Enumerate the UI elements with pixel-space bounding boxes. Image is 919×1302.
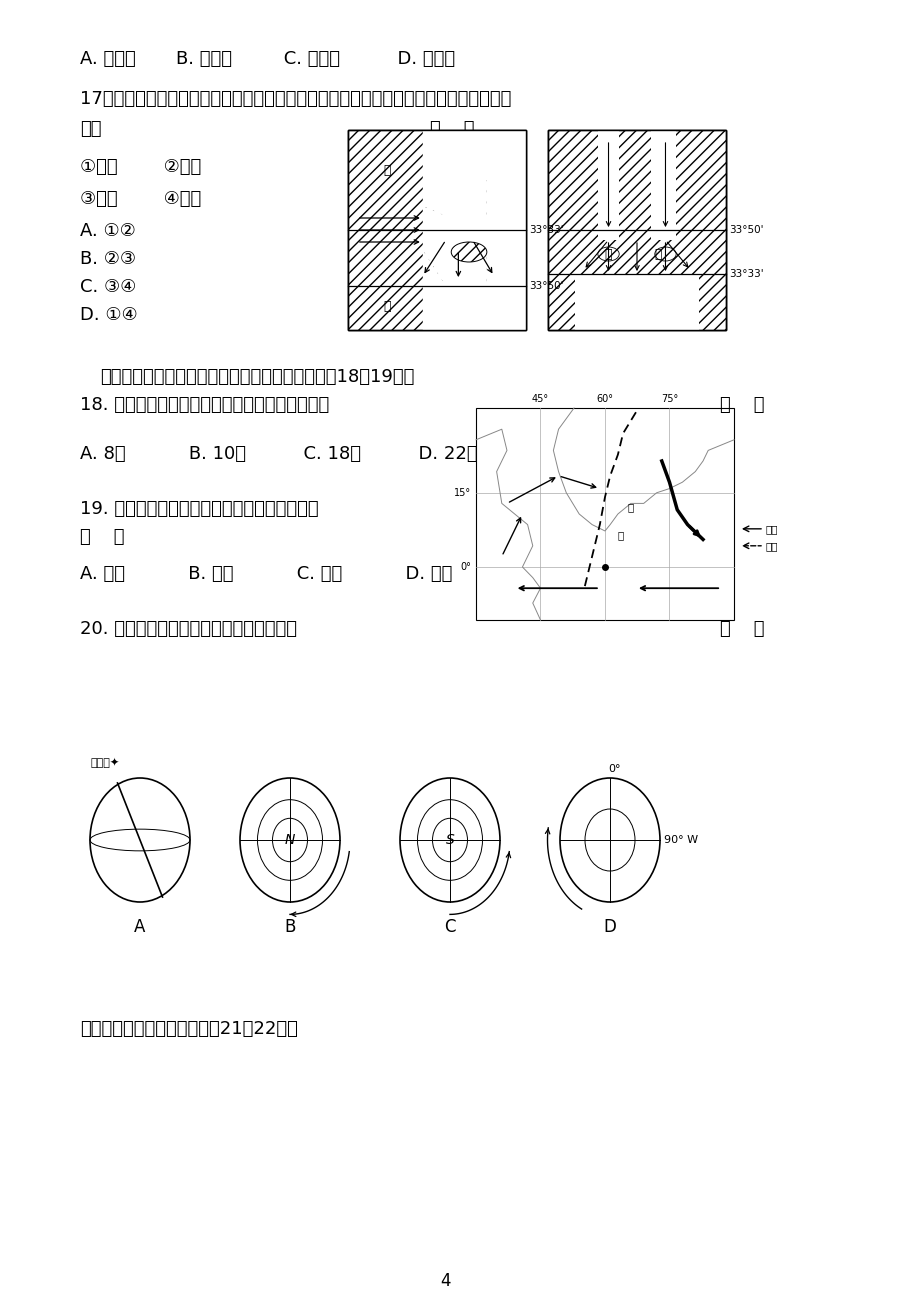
Text: 45°: 45° <box>531 395 549 404</box>
Ellipse shape <box>597 247 618 260</box>
Text: A: A <box>134 918 145 936</box>
Ellipse shape <box>654 247 675 260</box>
Bar <box>347 130 526 329</box>
Ellipse shape <box>560 779 659 902</box>
Text: 丙: 丙 <box>604 247 612 260</box>
Text: 33°50': 33°50' <box>728 225 763 234</box>
Text: 岸是: 岸是 <box>80 120 101 138</box>
Text: 17、右图分别是两条大河河口图，图中小岛因泥沙堆积而不断扩展，最终将与河流相连的: 17、右图分别是两条大河河口图，图中小岛因泥沙堆积而不断扩展，最终将与河流相连的 <box>80 90 511 108</box>
Polygon shape <box>347 130 526 329</box>
Text: 60°: 60° <box>596 395 613 404</box>
Ellipse shape <box>400 779 499 902</box>
Polygon shape <box>423 130 526 216</box>
Text: 暖流: 暖流 <box>766 523 777 534</box>
Text: B. ②③: B. ②③ <box>80 250 136 268</box>
Bar <box>347 130 526 329</box>
Text: 33°33': 33°33' <box>728 270 763 279</box>
Text: 虚: 虚 <box>627 503 633 513</box>
Text: A. 岩浆岩       B. 沉积岩         C. 变质岩          D. 花岗岩: A. 岩浆岩 B. 沉积岩 C. 变质岩 D. 花岗岩 <box>80 49 455 68</box>
Text: （    ）: （ ） <box>80 529 124 546</box>
Text: 90° W: 90° W <box>664 835 698 845</box>
Ellipse shape <box>450 242 486 262</box>
Polygon shape <box>597 130 618 240</box>
Text: （    ）: （ ） <box>720 620 764 638</box>
Text: 北极星✦: 北极星✦ <box>90 758 119 768</box>
Polygon shape <box>423 130 526 329</box>
Text: 乙: 乙 <box>383 164 391 177</box>
Polygon shape <box>548 130 725 329</box>
Polygon shape <box>574 273 698 329</box>
Text: 18. 如果图中的虚线为晨昏线，则此时北京时间为: 18. 如果图中的虚线为晨昏线，则此时北京时间为 <box>80 396 329 414</box>
Ellipse shape <box>240 779 340 902</box>
Bar <box>475 408 733 620</box>
Text: B: B <box>284 918 295 936</box>
Text: ①甲岸        ②乙岸: ①甲岸 ②乙岸 <box>80 158 201 176</box>
Polygon shape <box>651 130 675 240</box>
Text: 读下图并结合所学知识，回答21～22题。: 读下图并结合所学知识，回答21～22题。 <box>80 1019 298 1038</box>
Text: 下面为北印度洋局部图，此时正值夏季。读图回答18～19题。: 下面为北印度洋局部图，此时正值夏季。读图回答18～19题。 <box>100 368 414 385</box>
Text: 20. 下列有关地球自转方向的图示正确的是: 20. 下列有关地球自转方向的图示正确的是 <box>80 620 297 638</box>
Bar <box>548 130 725 329</box>
Text: ③丙岸        ④丁岸: ③丙岸 ④丁岸 <box>80 190 201 208</box>
Text: （    ）: （ ） <box>429 120 474 138</box>
Text: C: C <box>444 918 455 936</box>
Text: A. 耒阳           B. 悉尼           C. 漠河           D. 伦敦: A. 耒阳 B. 悉尼 C. 漠河 D. 伦敦 <box>80 565 452 583</box>
Text: 19. 此时，以下哪个地方的正午太阳高度最大？: 19. 此时，以下哪个地方的正午太阳高度最大？ <box>80 500 318 518</box>
Bar <box>548 130 725 329</box>
Polygon shape <box>423 250 526 329</box>
Text: （    ）: （ ） <box>720 396 764 414</box>
Text: 线: 线 <box>617 530 623 540</box>
Text: D. ①④: D. ①④ <box>80 306 138 324</box>
Ellipse shape <box>90 779 190 902</box>
Text: N: N <box>285 833 295 848</box>
Text: D: D <box>603 918 616 936</box>
Text: 33°33': 33°33' <box>528 225 563 234</box>
Text: S: S <box>445 833 454 848</box>
Text: C. ③④: C. ③④ <box>80 279 136 296</box>
Text: 寒流: 寒流 <box>766 540 777 551</box>
Text: 75°: 75° <box>660 395 677 404</box>
Text: 0°: 0° <box>608 764 620 773</box>
Text: 丁: 丁 <box>654 247 662 260</box>
Text: 33°50': 33°50' <box>528 281 562 292</box>
Text: A. ①②: A. ①② <box>80 223 136 240</box>
Text: 4: 4 <box>439 1272 450 1290</box>
Text: 15°: 15° <box>453 488 471 497</box>
Text: A. 8时           B. 10时          C. 18时          D. 22时: A. 8时 B. 10时 C. 18时 D. 22时 <box>80 445 477 464</box>
Text: 甲: 甲 <box>383 299 391 312</box>
Text: 0°: 0° <box>460 562 471 572</box>
